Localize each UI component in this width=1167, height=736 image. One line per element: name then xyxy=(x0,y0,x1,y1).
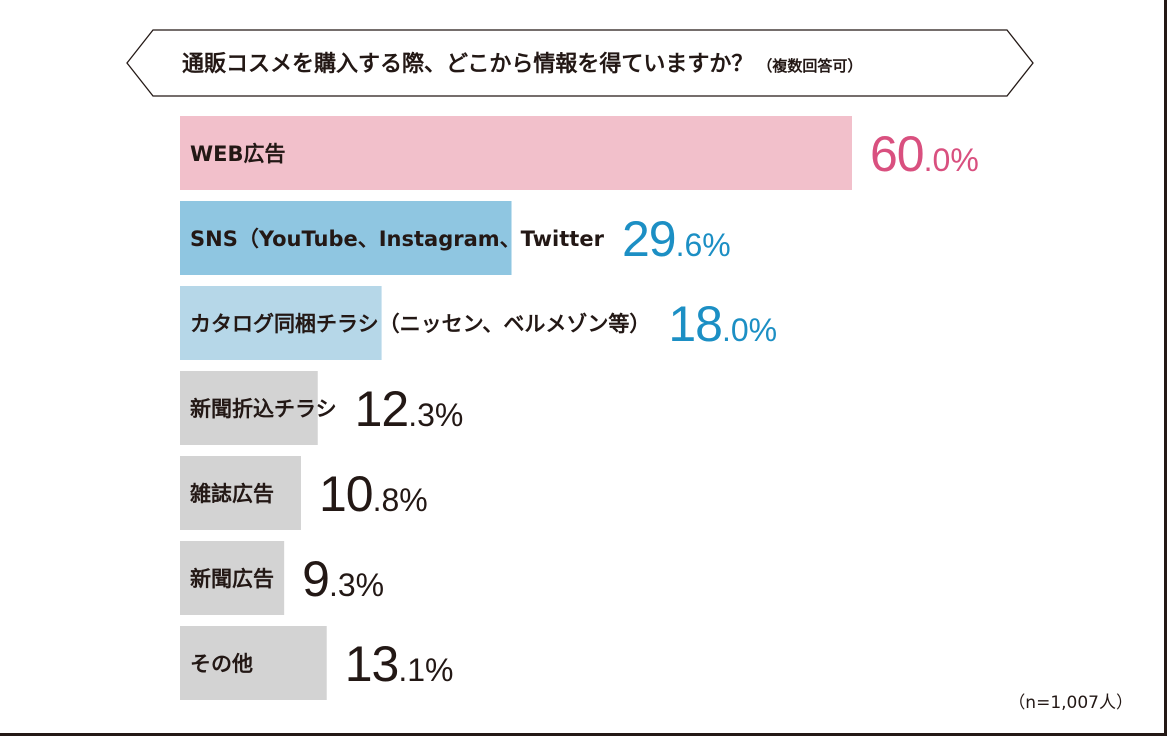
value-decimal: .6% xyxy=(676,227,731,263)
bar xyxy=(180,116,852,190)
bar xyxy=(180,541,285,615)
bars-group: WEB広告 60.0%SNS（YouTube、Instagram、Twitter 2… xyxy=(180,116,979,700)
bar xyxy=(180,286,382,360)
bar-category-label: カタログ同梱チラシ（ニッセン、ベルメゾン等） xyxy=(190,312,650,336)
value-integer: 9 xyxy=(302,551,329,607)
chart-title-main: 通販コスメを購入する際、どこから情報を得ていますか？ xyxy=(182,51,753,77)
bar-category-label: WEB広告 xyxy=(190,142,286,166)
value-decimal: .1% xyxy=(398,652,453,688)
value-integer: 29 xyxy=(622,211,676,267)
sample-size-note: （n=1,007人） xyxy=(1008,693,1133,713)
value-decimal: .3% xyxy=(408,397,463,433)
bar-category-label: 新聞折込チラシ xyxy=(190,397,337,421)
value-integer: 13 xyxy=(345,636,399,692)
bar-value-label: 10.8% xyxy=(319,466,428,522)
chart-subtitle: （複数回答可） xyxy=(757,57,862,75)
value-decimal: .8% xyxy=(373,482,428,518)
value-decimal: .3% xyxy=(329,567,384,603)
value-integer: 60 xyxy=(870,126,924,182)
bar xyxy=(180,626,327,700)
bar xyxy=(180,371,318,445)
bar-category-label: 新聞広告 xyxy=(190,567,274,591)
value-integer: 10 xyxy=(319,466,373,522)
value-integer: 18 xyxy=(668,296,722,352)
chart-title: 通販コスメを購入する際、どこから情報を得ていますか？ （複数回答可） xyxy=(182,51,862,77)
value-decimal: .0% xyxy=(924,142,979,178)
bar-value-label: 9.3% xyxy=(302,551,384,607)
title-banner xyxy=(126,29,1034,97)
bar-value-label: 18.0% xyxy=(668,296,777,352)
bar-category-label: 雑誌広告 xyxy=(189,482,274,506)
bar xyxy=(180,201,512,275)
bar xyxy=(180,456,301,530)
bar-category-label: その他 xyxy=(190,652,253,676)
bar-value-label: 13.1% xyxy=(345,636,454,692)
bar-value-label: 29.6% xyxy=(622,211,731,267)
bar-value-label: 12.3% xyxy=(355,381,464,437)
value-integer: 12 xyxy=(355,381,409,437)
bar-category-label: SNS（YouTube、Instagram、Twitter xyxy=(190,227,605,251)
value-decimal: .0% xyxy=(722,312,777,348)
bar-value-label: 60.0% xyxy=(870,126,979,182)
